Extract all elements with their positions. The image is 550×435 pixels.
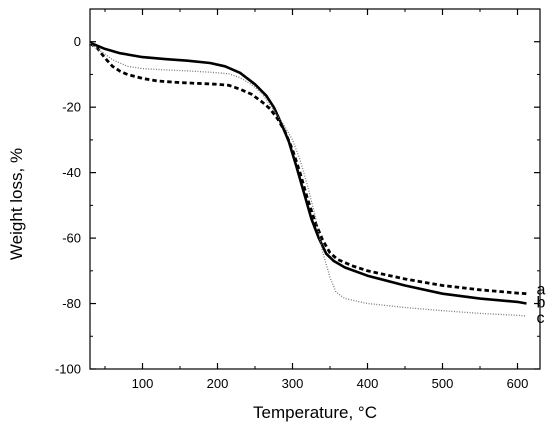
series-b-line [89, 41, 527, 305]
y-tick-label: 0 [74, 34, 81, 49]
x-axis: 100 200 300 400 500 600 [104, 9, 529, 391]
x-axis-title: Temperature, °C [253, 403, 377, 422]
series-b-label: b [537, 295, 546, 312]
x-tick-label: 200 [207, 376, 229, 391]
x-tick-label: 300 [282, 376, 304, 391]
y-tick-label: -80 [62, 296, 81, 311]
y-tick-label: -60 [62, 231, 81, 246]
x-tick-label: 500 [432, 376, 454, 391]
y-tick-label: -20 [62, 100, 81, 115]
y-tick-label: -40 [62, 165, 81, 180]
series-labels: abc [537, 282, 546, 327]
series-c-label: c [537, 310, 545, 327]
series-c-line [89, 42, 527, 317]
plot-frame [89, 8, 541, 370]
series-a-label: a [537, 282, 546, 299]
plot-area [89, 8, 541, 370]
x-tick-label: 100 [132, 376, 154, 391]
y-axis: 0 -20 -40 -60 -80 -100 [55, 8, 540, 377]
y-tick-label: -100 [55, 362, 81, 377]
y-axis-title: Weight loss, % [7, 148, 26, 260]
series-a-line [89, 42, 527, 296]
x-tick-label: 600 [507, 376, 529, 391]
x-tick-label: 400 [357, 376, 379, 391]
series-lines [89, 41, 527, 317]
